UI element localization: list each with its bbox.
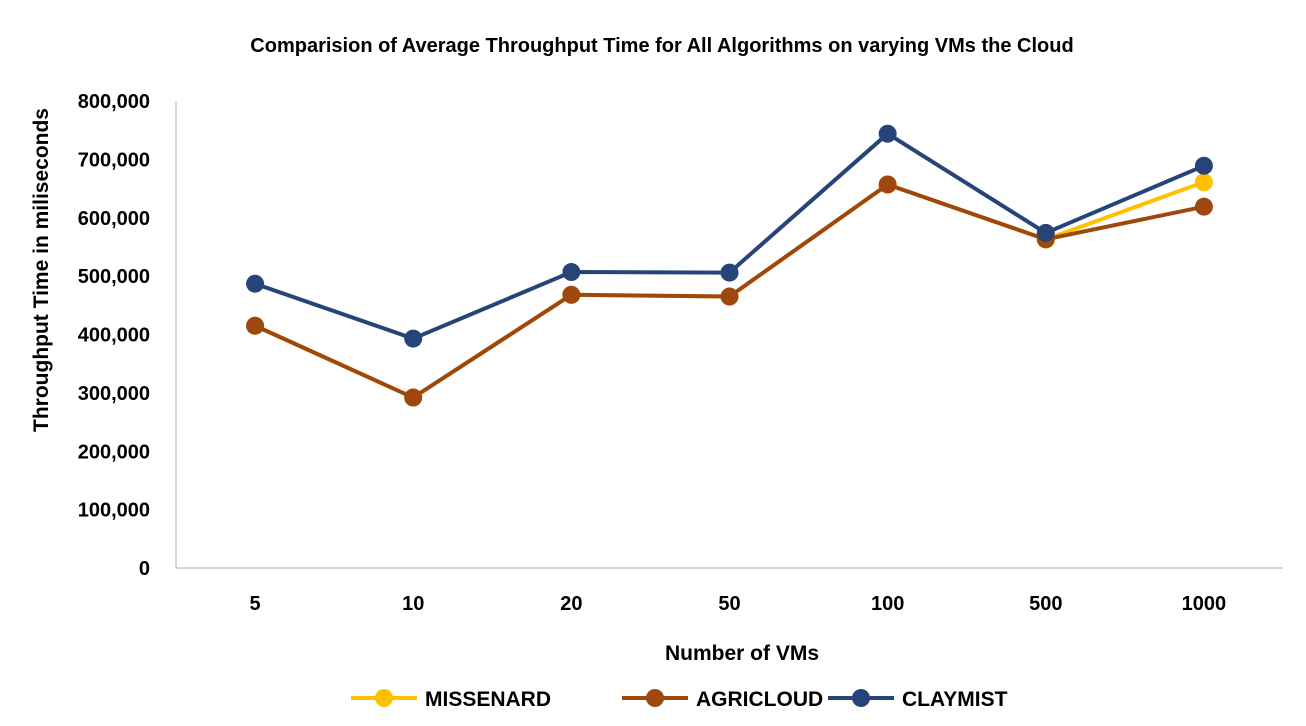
x-tick-label: 500 bbox=[1029, 593, 1062, 615]
x-axis-title: Number of VMs bbox=[665, 642, 819, 665]
axes bbox=[175, 101, 1283, 569]
data-point-claymist bbox=[246, 274, 265, 293]
series-agricloud bbox=[246, 175, 1213, 407]
legend: MISSENARD AGRICLOUD CLAYMIST bbox=[351, 688, 1008, 711]
x-tick-label: 10 bbox=[402, 593, 424, 615]
x-axis-ticks: 5 10 20 50 100 500 1000 bbox=[250, 593, 1227, 615]
y-tick-label: 300,000 bbox=[78, 383, 150, 405]
x-tick-label: 100 bbox=[871, 593, 904, 615]
data-point-agricloud bbox=[404, 388, 423, 407]
y-tick-label: 400,000 bbox=[78, 325, 150, 347]
data-point-claymist bbox=[562, 263, 581, 282]
y-tick-label: 0 bbox=[139, 558, 150, 580]
data-point-claymist bbox=[1036, 223, 1055, 242]
legend-swatch-marker bbox=[646, 689, 664, 707]
series-claymist bbox=[246, 124, 1213, 348]
y-tick-label: 700,000 bbox=[78, 149, 150, 171]
y-axis-title: Throughput Time in miliseconds bbox=[30, 108, 53, 432]
legend-swatch-marker bbox=[852, 689, 870, 707]
data-point-agricloud bbox=[878, 175, 897, 194]
legend-item-claymist: CLAYMIST bbox=[828, 688, 1008, 711]
legend-label: AGRICLOUD bbox=[696, 688, 823, 711]
data-point-agricloud bbox=[246, 316, 265, 335]
data-point-claymist bbox=[878, 124, 897, 143]
y-tick-label: 600,000 bbox=[78, 208, 150, 230]
legend-item-agricloud: AGRICLOUD bbox=[622, 688, 823, 711]
legend-swatch-marker bbox=[375, 689, 393, 707]
data-point-agricloud bbox=[1194, 197, 1213, 216]
data-point-agricloud bbox=[720, 287, 739, 306]
y-tick-label: 500,000 bbox=[78, 266, 150, 288]
data-point-claymist bbox=[1194, 156, 1213, 175]
y-tick-label: 100,000 bbox=[78, 500, 150, 522]
legend-label: MISSENARD bbox=[425, 688, 551, 711]
y-axis-ticks: 0 100,000 200,000 300,000 400,000 500,000 600,… bbox=[78, 91, 150, 580]
x-tick-label: 5 bbox=[250, 593, 261, 615]
x-tick-label: 1000 bbox=[1182, 593, 1227, 615]
x-tick-label: 20 bbox=[560, 593, 582, 615]
legend-item-missenard: MISSENARD bbox=[351, 688, 551, 711]
y-tick-label: 200,000 bbox=[78, 441, 150, 463]
chart-title: Comparision of Average Throughput Time f… bbox=[250, 35, 1073, 57]
legend-label: CLAYMIST bbox=[902, 688, 1008, 711]
x-tick-label: 50 bbox=[718, 593, 740, 615]
series-layer bbox=[246, 124, 1213, 407]
data-point-claymist bbox=[720, 263, 739, 282]
data-point-agricloud bbox=[562, 285, 581, 304]
data-point-claymist bbox=[404, 329, 423, 348]
data-point-missenard bbox=[1194, 173, 1213, 192]
y-tick-label: 800,000 bbox=[78, 91, 150, 113]
